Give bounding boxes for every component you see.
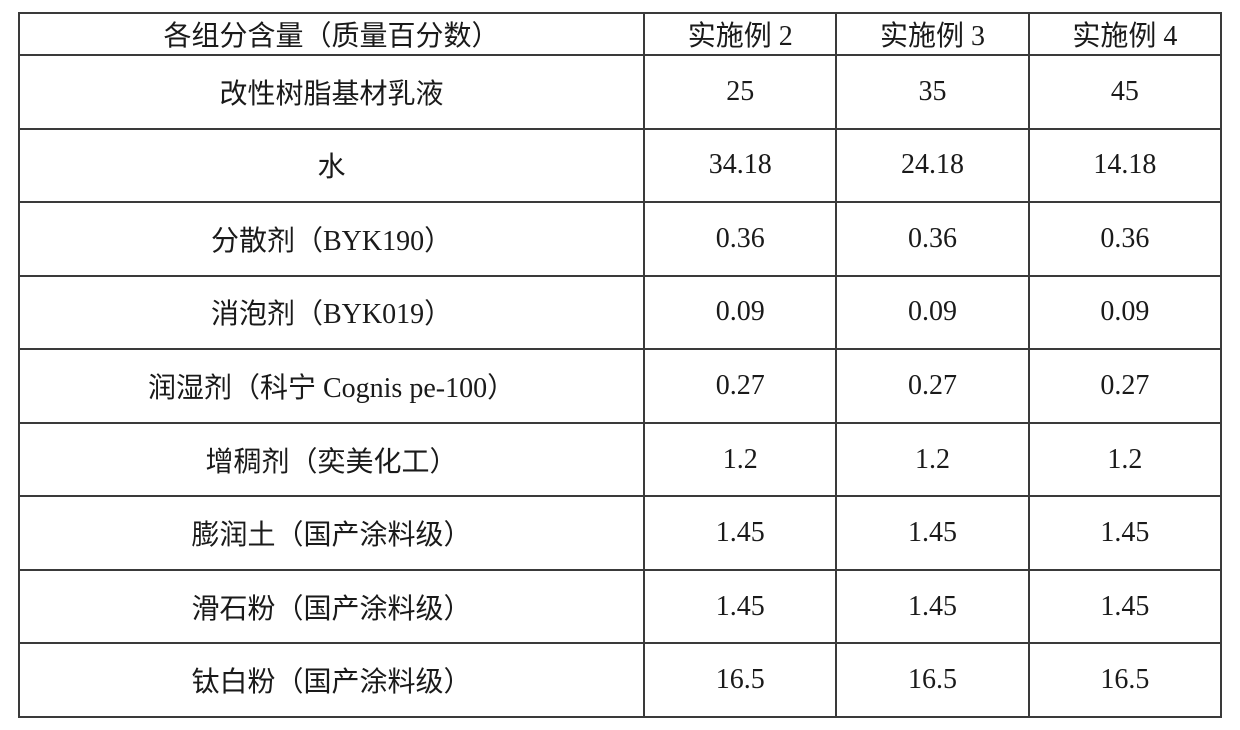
col-header-ex2: 实施例 2 (644, 13, 836, 55)
row-label: 钛白粉（国产涂料级） (19, 643, 644, 717)
table-row: 滑石粉（国产涂料级） 1.45 1.45 1.45 (19, 570, 1221, 644)
composition-table: 各组分含量（质量百分数） 实施例 2 实施例 3 实施例 4 改性树脂基材乳液 … (18, 12, 1222, 718)
cell: 0.09 (1029, 276, 1221, 350)
row-label: 增稠剂（奕美化工） (19, 423, 644, 497)
cell: 14.18 (1029, 129, 1221, 203)
cell: 24.18 (836, 129, 1028, 203)
cell: 1.45 (644, 570, 836, 644)
row-label: 改性树脂基材乳液 (19, 55, 644, 129)
cell: 35 (836, 55, 1028, 129)
cell: 0.27 (1029, 349, 1221, 423)
col-header-ex3: 实施例 3 (836, 13, 1028, 55)
cell: 16.5 (1029, 643, 1221, 717)
row-label: 水 (19, 129, 644, 203)
row-label: 消泡剂（BYK019） (19, 276, 644, 350)
cell: 0.27 (836, 349, 1028, 423)
composition-table-container: 各组分含量（质量百分数） 实施例 2 实施例 3 实施例 4 改性树脂基材乳液 … (0, 0, 1240, 730)
cell: 1.45 (644, 496, 836, 570)
cell: 0.36 (1029, 202, 1221, 276)
table-row: 钛白粉（国产涂料级） 16.5 16.5 16.5 (19, 643, 1221, 717)
cell: 0.09 (836, 276, 1028, 350)
cell: 16.5 (644, 643, 836, 717)
cell: 1.45 (1029, 496, 1221, 570)
table-row: 改性树脂基材乳液 25 35 45 (19, 55, 1221, 129)
table-row: 膨润土（国产涂料级） 1.45 1.45 1.45 (19, 496, 1221, 570)
cell: 1.45 (836, 496, 1028, 570)
cell: 1.45 (1029, 570, 1221, 644)
table-header-row: 各组分含量（质量百分数） 实施例 2 实施例 3 实施例 4 (19, 13, 1221, 55)
table-row: 增稠剂（奕美化工） 1.2 1.2 1.2 (19, 423, 1221, 497)
row-label: 润湿剂（科宁 Cognis pe-100） (19, 349, 644, 423)
cell: 45 (1029, 55, 1221, 129)
cell: 16.5 (836, 643, 1028, 717)
table-row: 水 34.18 24.18 14.18 (19, 129, 1221, 203)
col-header-component: 各组分含量（质量百分数） (19, 13, 644, 55)
cell: 1.45 (836, 570, 1028, 644)
table-row: 分散剂（BYK190） 0.36 0.36 0.36 (19, 202, 1221, 276)
row-label: 滑石粉（国产涂料级） (19, 570, 644, 644)
cell: 1.2 (644, 423, 836, 497)
cell: 0.36 (644, 202, 836, 276)
cell: 34.18 (644, 129, 836, 203)
cell: 0.36 (836, 202, 1028, 276)
cell: 25 (644, 55, 836, 129)
col-header-ex4: 实施例 4 (1029, 13, 1221, 55)
cell: 0.09 (644, 276, 836, 350)
row-label: 分散剂（BYK190） (19, 202, 644, 276)
cell: 1.2 (1029, 423, 1221, 497)
cell: 1.2 (836, 423, 1028, 497)
row-label: 膨润土（国产涂料级） (19, 496, 644, 570)
table-row: 消泡剂（BYK019） 0.09 0.09 0.09 (19, 276, 1221, 350)
table-row: 润湿剂（科宁 Cognis pe-100） 0.27 0.27 0.27 (19, 349, 1221, 423)
cell: 0.27 (644, 349, 836, 423)
